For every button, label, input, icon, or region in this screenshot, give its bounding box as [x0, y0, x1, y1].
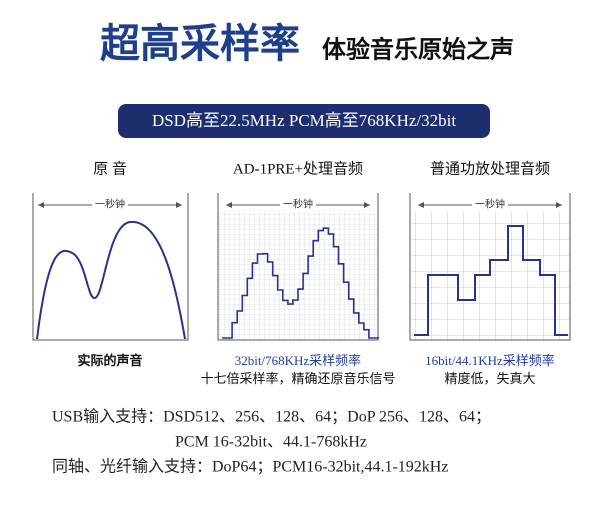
- subtitle: 体验音乐原始之声: [322, 36, 514, 64]
- frames: [32, 193, 571, 341]
- banner: DSD高至22.5MHz PCM高至768KHz/32bit: [152, 111, 456, 130]
- caption: 32bit/768KHz采样频率: [235, 353, 361, 368]
- title: 超高采样率: [100, 21, 300, 66]
- note: 十七倍采样率，精确还原音乐信号: [200, 371, 395, 386]
- spec-line: USB输入支持：DSD512、256、128、64；DoP 256、128、64…: [52, 408, 491, 426]
- span-bg: [280, 198, 316, 212]
- spec-line: PCM 16-32bit、44.1-768kHz: [175, 434, 367, 451]
- fine-grid: [218, 212, 378, 340]
- span-label: 一秒钟: [475, 197, 505, 210]
- analog-wave: [36, 220, 186, 340]
- panels: [32, 193, 571, 341]
- span-label: 一秒钟: [95, 197, 125, 210]
- banner-bg: [118, 104, 490, 138]
- coarse-steps: [414, 225, 568, 336]
- note: 精度低，失真大: [444, 371, 535, 386]
- caption: 实际的声音: [77, 353, 142, 368]
- panel-heading: 普通功放处理音频: [430, 160, 550, 177]
- panel-heading: 原 音: [93, 160, 127, 177]
- span-label: 一秒钟: [283, 197, 313, 210]
- span-bg: [472, 198, 508, 212]
- fine-steps: [222, 227, 380, 339]
- spec-line: 同轴、光纤输入支持：DoP64；PCM16-32bit,44.1-192kHz: [52, 458, 448, 476]
- panel-heading: AD-1PRE+处理音频: [233, 160, 363, 177]
- caption: 16bit/44.1KHz采样频率: [425, 353, 555, 368]
- span-bg: [92, 198, 128, 212]
